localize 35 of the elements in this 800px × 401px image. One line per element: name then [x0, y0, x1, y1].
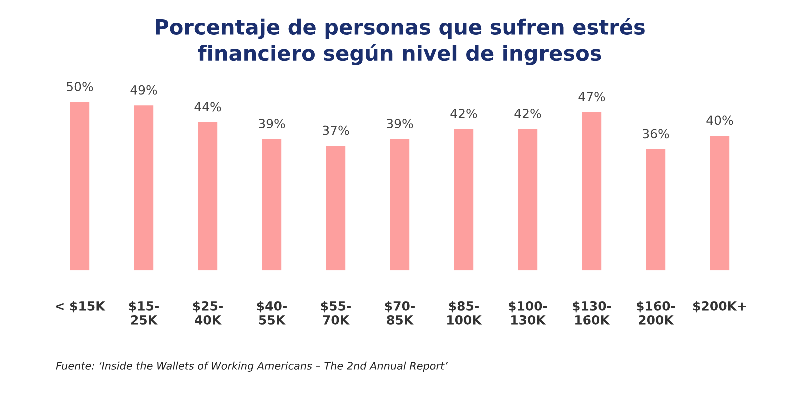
- data-label: 47%: [578, 92, 606, 102]
- data-label: 50%: [67, 82, 94, 92]
- data-label: 49%: [130, 85, 158, 95]
- bar: [646, 149, 666, 271]
- bar: [134, 106, 154, 271]
- x-tick-label: < $15K: [56, 301, 106, 313]
- bar: [198, 122, 218, 271]
- bar: [710, 136, 730, 271]
- data-label: 44%: [194, 102, 222, 112]
- x-tick-label: $200K+: [694, 301, 746, 313]
- data-label: 39%: [387, 119, 414, 129]
- data-label: 37%: [323, 126, 350, 136]
- bar: [390, 139, 410, 271]
- x-tick-label: $160-200K: [636, 301, 676, 325]
- bar: [70, 102, 90, 271]
- data-label: 40%: [706, 116, 734, 126]
- x-tick-label: $70-85K: [385, 301, 415, 325]
- data-label: 39%: [259, 119, 286, 129]
- x-tick-label: $100-130K: [508, 301, 548, 325]
- bar: [518, 129, 538, 271]
- data-label: 42%: [450, 108, 478, 118]
- x-tick-label: $85-100K: [448, 301, 482, 325]
- bar: [582, 112, 602, 271]
- bar: [454, 129, 474, 271]
- x-tick-label: $25-40K: [193, 301, 223, 325]
- x-tick-label: $130-160K: [572, 301, 612, 325]
- bar: [326, 146, 346, 271]
- x-tick-label: $15-25K: [129, 301, 159, 325]
- bar: [262, 139, 282, 271]
- x-tick-label: $55-70K: [321, 301, 351, 325]
- data-label: 42%: [514, 108, 542, 118]
- chart-title: Porcentaje de personas que sufren estrés financiero según nivel de ingresos: [156, 18, 645, 66]
- source-note: Fuente: ‘Inside the Wallets of Working Americans – The 2nd Annual Report’: [56, 362, 448, 372]
- data-label: 36%: [643, 129, 670, 139]
- x-tick-label: $40-55K: [257, 301, 287, 325]
